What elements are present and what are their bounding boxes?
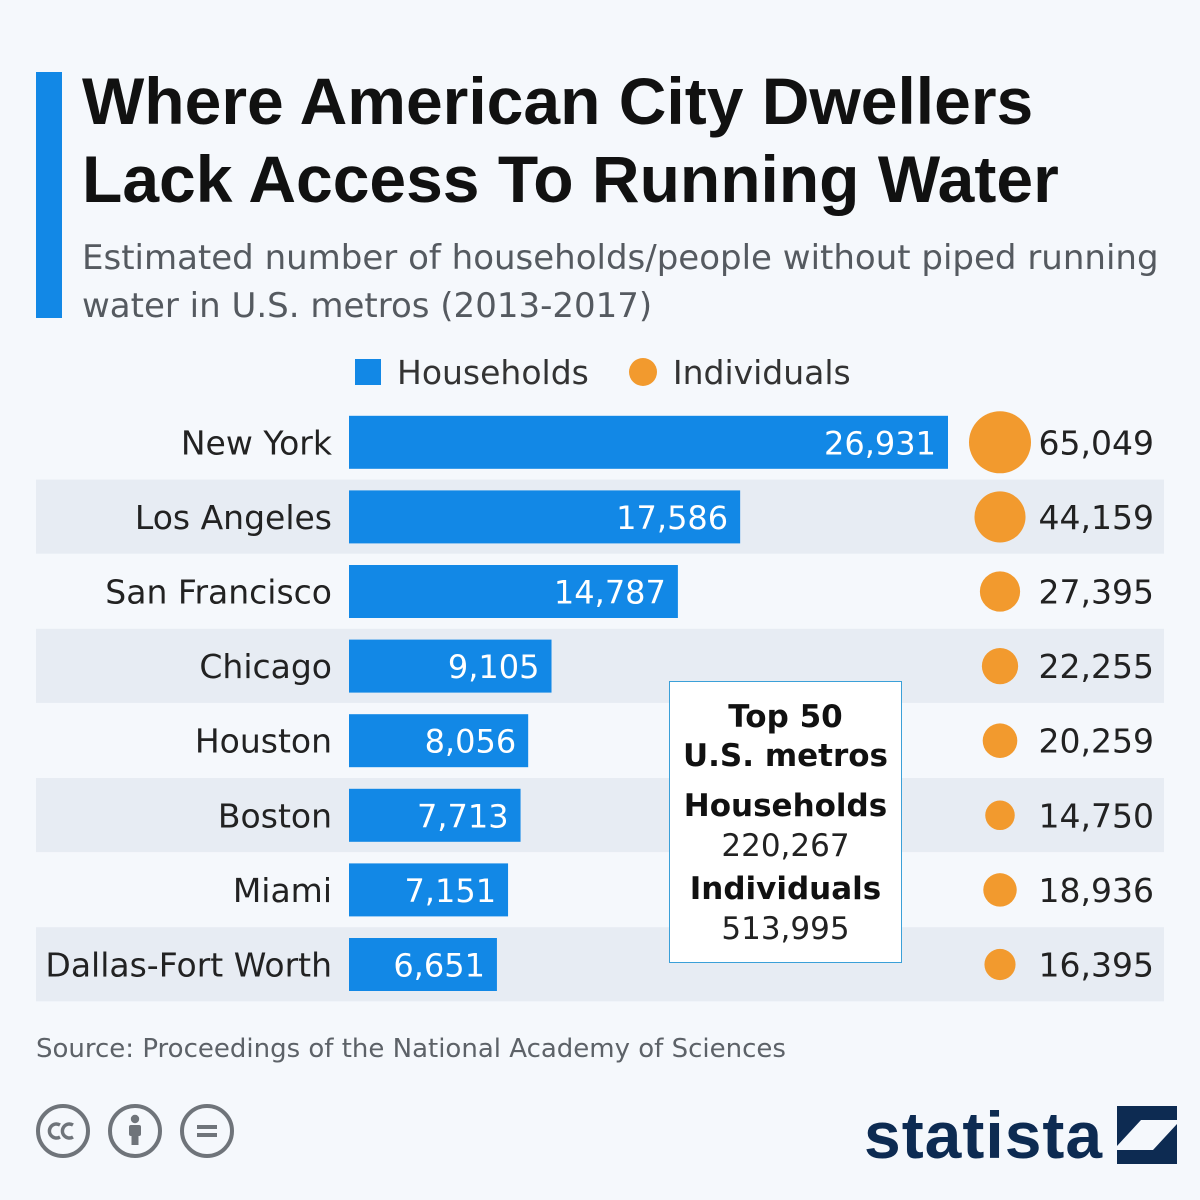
households-value-label: 8,056: [425, 723, 517, 761]
individuals-bubble: [984, 948, 1016, 981]
individuals-value-label: 44,159: [1039, 498, 1154, 537]
summary-heading-line1: Top 50: [728, 699, 843, 735]
households-value-label: 17,586: [616, 499, 728, 537]
legend-swatch-households: [355, 359, 381, 385]
logo-mark-icon: [1117, 1106, 1178, 1164]
individuals-value-label: 20,259: [1039, 722, 1154, 761]
individuals-value-label: 18,936: [1039, 871, 1154, 910]
households-value-label: 9,105: [448, 648, 540, 686]
category-label: Miami: [233, 871, 332, 910]
individuals-bubble: [969, 411, 1031, 474]
households-bar: [349, 714, 529, 768]
households-value-label: 6,651: [393, 947, 485, 985]
legend-item-households: Households: [355, 353, 589, 392]
individuals-bubble: [981, 647, 1019, 685]
category-label: Chicago: [199, 647, 332, 686]
households-bar: [349, 565, 678, 618]
households-value-label: 26,931: [824, 424, 936, 462]
category-label: New York: [181, 423, 333, 462]
summary-individuals-value: 513,995: [721, 911, 850, 947]
attribution-icon[interactable]: [108, 1104, 162, 1158]
individuals-value-label: 16,395: [1039, 946, 1154, 985]
legend-item-individuals: Individuals: [628, 352, 851, 392]
households-bar: [349, 863, 509, 917]
households-value-label: 14,787: [554, 574, 666, 612]
chart-plot: New York 26,931 65,049 Los Angeles 17,586 44,…: [36, 411, 1164, 1002]
legend-swatch-individuals: [628, 358, 657, 386]
row-band: [36, 778, 1164, 853]
chart-title: Where American City Dwellers Lack Access…: [82, 64, 1059, 216]
individuals-value-label: 27,395: [1039, 573, 1154, 612]
no-derivatives-icon[interactable]: [180, 1104, 234, 1158]
category-label: San Francisco: [105, 573, 332, 612]
summary-households-value: 220,267: [721, 828, 850, 864]
summary-heading-line2: U.S. metros: [682, 738, 889, 774]
households-bar: [349, 788, 521, 842]
individuals-value-label: 14,750: [1039, 796, 1154, 835]
summary-individuals-label: Individuals: [689, 871, 882, 907]
individuals-bubble: [985, 800, 1015, 831]
individuals-bubble: [974, 491, 1026, 543]
cc-icon[interactable]: [36, 1104, 90, 1158]
households-bar: [349, 415, 948, 469]
legend-label-households: Households: [397, 352, 589, 392]
statista-logo: statista: [864, 1098, 1178, 1172]
individuals-bubble: [983, 873, 1017, 907]
individuals-value-label: 22,255: [1039, 647, 1154, 686]
households-value-label: 7,713: [417, 797, 509, 835]
individuals-bubble: [982, 723, 1018, 759]
summary-households-label: Households: [683, 788, 888, 824]
legend-label-individuals: Individuals: [672, 352, 851, 392]
chart-subtitle: Estimated number of households/people wi…: [82, 238, 1159, 326]
source-note: Source: Proceedings of the National Acad…: [36, 1034, 786, 1064]
category-label: Houston: [195, 722, 332, 761]
category-label: Boston: [218, 796, 332, 835]
households-value-label: 7,151: [404, 872, 496, 910]
households-bar: [349, 639, 552, 693]
summary-box: Top 50 U.S. metros Households 220,267 In…: [669, 681, 902, 963]
logo-wordmark: statista: [864, 1098, 1104, 1172]
individuals-value-label: 65,049: [1039, 423, 1154, 462]
households-bar: [349, 938, 497, 991]
accent-bar: [36, 72, 62, 318]
row-band: [36, 628, 1164, 703]
category-label: Los Angeles: [135, 498, 332, 537]
households-bar: [349, 490, 741, 544]
row-band: [36, 927, 1164, 1002]
individuals-bubble: [979, 571, 1021, 612]
category-label: Dallas-Fort Worth: [45, 946, 332, 985]
legend: Households Individuals: [355, 350, 891, 394]
license-icons: [36, 1104, 252, 1158]
